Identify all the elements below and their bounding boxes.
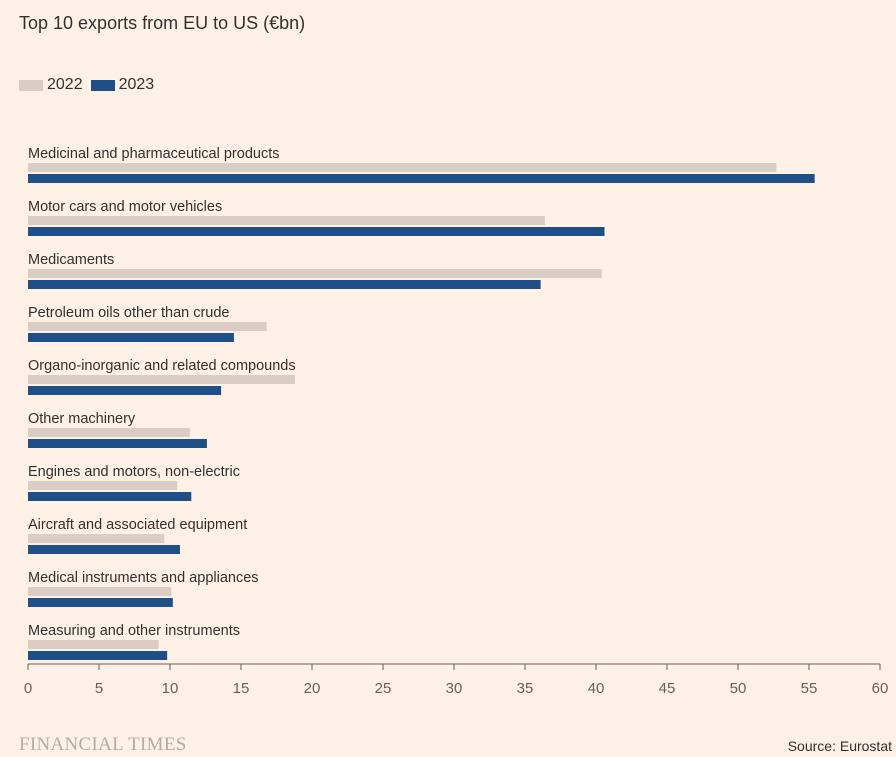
bar-2022 xyxy=(28,534,165,543)
x-tick-label: 40 xyxy=(588,680,605,697)
source-note: Source: Eurostat xyxy=(787,738,892,754)
bar-2022 xyxy=(28,269,602,278)
bar-2023 xyxy=(28,651,168,660)
bar-2023 xyxy=(28,174,815,183)
category-label: Aircraft and associated equipment xyxy=(28,517,247,533)
x-tick-label: 5 xyxy=(95,680,103,697)
bar-2022 xyxy=(28,640,159,649)
bar-2023 xyxy=(28,386,222,395)
bar-2022 xyxy=(28,375,295,384)
chart-title: Top 10 exports from EU to US (€bn) xyxy=(19,13,306,33)
brand-logo: FINANCIAL TIMES xyxy=(19,734,187,755)
x-tick-label: 45 xyxy=(659,680,676,697)
category-label: Motor cars and motor vehicles xyxy=(28,199,222,215)
bar-2022 xyxy=(28,481,178,490)
legend-swatch-2023 xyxy=(90,79,115,91)
category-label: Petroleum oils other than crude xyxy=(28,305,230,321)
bar-2023 xyxy=(28,227,605,236)
bar-2023 xyxy=(28,492,192,501)
category-label: Medical instruments and appliances xyxy=(28,570,259,586)
x-tick-label: 35 xyxy=(517,680,534,697)
x-tick-label: 10 xyxy=(162,680,179,697)
x-tick-label: 55 xyxy=(801,680,818,697)
x-tick-label: 0 xyxy=(24,680,32,697)
bar-2023 xyxy=(28,280,541,289)
category-label: Engines and motors, non-electric xyxy=(28,464,240,480)
category-label: Medicinal and pharmaceutical products xyxy=(28,146,279,162)
legend-label-2023: 2023 xyxy=(118,76,155,93)
legend: 2022 2023 xyxy=(19,76,162,94)
x-tick-label: 15 xyxy=(233,680,250,697)
x-tick-label: 25 xyxy=(375,680,392,697)
x-tick-label: 60 xyxy=(872,680,889,697)
bar-2022 xyxy=(28,322,267,331)
legend-label-2022: 2022 xyxy=(47,76,83,93)
legend-swatch-2022 xyxy=(19,79,43,91)
category-label: Medicaments xyxy=(28,252,114,268)
bar-2022 xyxy=(28,163,777,172)
bar-2022 xyxy=(28,216,545,225)
bar-2023 xyxy=(28,439,207,448)
x-tick-label: 20 xyxy=(304,680,321,697)
legend-item-2022: 2022 xyxy=(19,76,83,94)
category-label: Other machinery xyxy=(28,411,136,427)
category-label: Measuring and other instruments xyxy=(28,623,240,639)
x-tick-label: 30 xyxy=(446,680,463,697)
bar-2023 xyxy=(28,545,180,554)
bar-2022 xyxy=(28,428,190,437)
bar-2022 xyxy=(28,587,172,596)
legend-item-2023: 2023 xyxy=(90,76,155,94)
x-tick-label: 50 xyxy=(730,680,747,697)
bar-2023 xyxy=(28,598,173,607)
bar-2023 xyxy=(28,333,234,342)
category-label: Organo-inorganic and related compounds xyxy=(28,358,296,374)
